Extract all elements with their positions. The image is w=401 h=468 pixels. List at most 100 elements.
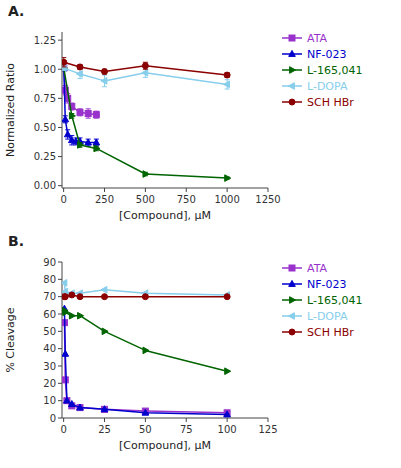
legend-label: SCH HBr xyxy=(307,96,354,109)
panel: B.01020304050607080900255075100125[Compo… xyxy=(4,233,362,452)
x-tick xyxy=(227,188,228,192)
x-tick-label: 125 xyxy=(258,424,277,435)
y-tick-label: 80 xyxy=(43,274,56,285)
data-point xyxy=(69,113,75,120)
legend-label: L-165,041 xyxy=(307,294,362,307)
data-point xyxy=(93,139,100,145)
x-tick xyxy=(63,418,64,422)
legend-swatch-marker xyxy=(289,265,295,271)
x-axis-line xyxy=(62,188,268,189)
legend-swatch-marker xyxy=(288,313,294,320)
legend: ATANF-023L-165,041L-DOPASCH HBr xyxy=(282,262,362,339)
legend-swatch-marker xyxy=(288,83,294,90)
data-point xyxy=(85,139,92,145)
data-point xyxy=(77,294,83,300)
legend-label: SCH HBr xyxy=(307,326,354,339)
x-tick-label: 1000 xyxy=(214,194,239,205)
y-tick-label: 0.00 xyxy=(34,180,56,191)
y-axis-line xyxy=(62,32,63,188)
y-tick xyxy=(58,156,62,157)
data-point xyxy=(142,409,149,415)
data-point xyxy=(62,294,68,300)
series-line xyxy=(64,62,227,75)
y-tick-label: 50 xyxy=(43,326,56,337)
error-bar-cap xyxy=(62,66,66,67)
series xyxy=(62,65,231,182)
y-tick xyxy=(58,366,62,367)
legend-swatch-marker xyxy=(289,35,295,41)
plot-area xyxy=(62,280,231,417)
y-tick xyxy=(58,98,62,99)
x-tick-label: 750 xyxy=(177,194,196,205)
series xyxy=(62,292,230,300)
x-tick xyxy=(268,188,269,192)
data-point xyxy=(224,294,230,300)
data-point xyxy=(101,286,107,293)
x-tick-label: 50 xyxy=(139,424,152,435)
data-point xyxy=(62,59,67,65)
data-point xyxy=(63,309,69,316)
data-point xyxy=(69,312,75,319)
x-tick xyxy=(104,188,105,192)
data-point xyxy=(224,72,230,78)
error-bar xyxy=(65,130,70,139)
chart-canvas: A.0.000.250.500.751.001.2502505007501000… xyxy=(0,0,401,468)
error-bar-cap xyxy=(77,78,82,79)
panel-title: B. xyxy=(8,233,24,249)
data-point xyxy=(143,171,149,178)
data-point xyxy=(102,294,108,300)
x-tick-label: 500 xyxy=(136,194,155,205)
y-tick xyxy=(58,279,62,280)
x-tick-label: 100 xyxy=(218,424,237,435)
error-bar xyxy=(86,139,91,146)
data-point xyxy=(78,312,84,319)
y-tick xyxy=(58,127,62,128)
y-tick xyxy=(58,262,62,263)
y-tick-label: 30 xyxy=(43,361,56,372)
data-point xyxy=(77,109,83,115)
data-point xyxy=(62,294,67,300)
error-bar xyxy=(94,111,99,118)
error-bar-cap xyxy=(65,139,70,140)
x-tick xyxy=(268,418,269,422)
data-point xyxy=(224,81,230,88)
x-tick-label: 0 xyxy=(60,424,66,435)
error-bar-cap xyxy=(62,57,66,58)
y-tick xyxy=(58,40,62,41)
y-tick xyxy=(58,418,62,419)
y-tick-label: 10 xyxy=(43,395,56,406)
y-tick xyxy=(58,383,62,384)
data-point xyxy=(93,112,99,118)
y-axis-label: Normalized Ratio xyxy=(4,63,17,157)
legend-swatch-marker xyxy=(290,67,296,74)
legend-label: L-DOPA xyxy=(307,80,348,93)
x-tick xyxy=(145,418,146,422)
data-point xyxy=(69,292,75,298)
data-point xyxy=(62,116,69,122)
legend-label: NF-023 xyxy=(307,278,347,291)
error-bar xyxy=(86,109,91,118)
error-bar-cap xyxy=(63,122,68,123)
legend-swatch-marker xyxy=(289,99,295,105)
data-point xyxy=(225,175,231,182)
legend-swatch-marker xyxy=(289,50,296,56)
data-point xyxy=(62,65,67,71)
x-tick-label: 1250 xyxy=(255,194,280,205)
data-point xyxy=(85,110,91,116)
data-point xyxy=(64,131,71,137)
x-axis-label: [Compound], μM xyxy=(119,209,211,222)
error-bar xyxy=(77,109,82,116)
y-tick-label: 70 xyxy=(43,291,56,302)
legend-swatch-marker xyxy=(289,329,295,335)
error-bar xyxy=(225,73,230,78)
data-point xyxy=(101,78,107,85)
y-tick xyxy=(58,69,62,70)
y-tick-label: 0 xyxy=(50,413,56,424)
y-tick-label: 40 xyxy=(43,343,56,354)
data-point xyxy=(225,368,231,375)
x-tick xyxy=(186,418,187,422)
y-tick xyxy=(58,348,62,349)
series-line xyxy=(64,68,97,143)
x-tick xyxy=(104,418,105,422)
error-bar-cap xyxy=(86,108,91,109)
